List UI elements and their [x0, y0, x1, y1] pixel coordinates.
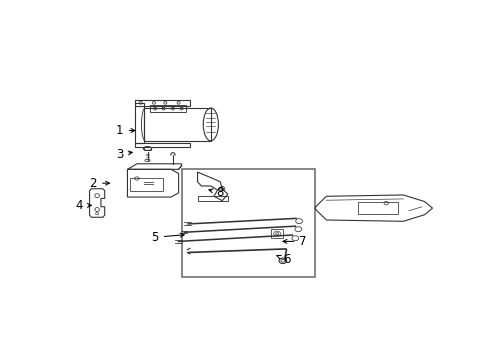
Bar — [144, 108, 210, 141]
Text: 8: 8 — [208, 186, 224, 199]
Text: 2: 2 — [89, 177, 109, 190]
Text: 5: 5 — [151, 231, 184, 244]
Bar — [135, 103, 144, 143]
Bar — [144, 147, 151, 150]
Bar — [130, 178, 163, 191]
Text: 6: 6 — [276, 253, 290, 266]
Bar — [182, 169, 314, 278]
Bar — [271, 229, 282, 238]
Bar — [135, 143, 189, 147]
Text: 7: 7 — [283, 235, 306, 248]
Bar — [135, 100, 189, 105]
Text: 3: 3 — [116, 148, 132, 161]
Bar — [150, 105, 186, 112]
Bar — [358, 202, 397, 214]
Bar — [197, 196, 227, 201]
Text: 1: 1 — [116, 124, 135, 137]
Text: 4: 4 — [76, 199, 91, 212]
